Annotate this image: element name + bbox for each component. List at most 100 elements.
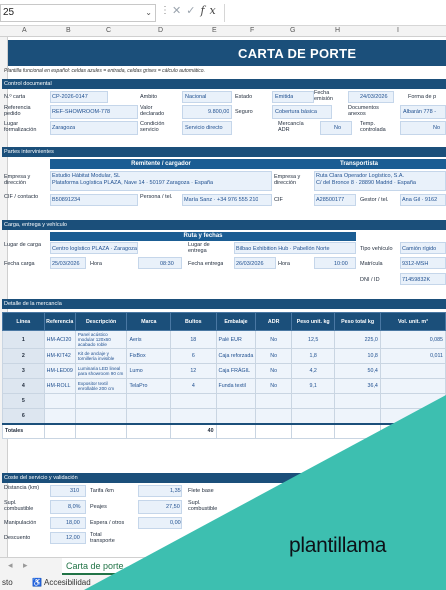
cell-ref[interactable] bbox=[43, 408, 76, 425]
field-dni[interactable]: 71459832K bbox=[402, 277, 431, 283]
cell-adr[interactable]: No bbox=[255, 348, 292, 365]
sheet-tab[interactable]: Carta de porte bbox=[62, 558, 148, 575]
field-supl-comb[interactable]: 8,0% bbox=[68, 504, 81, 510]
cell-desc[interactable]: Luminaria LED lineal para showroom 90 cm bbox=[74, 363, 128, 380]
cell-bultos[interactable]: 12 bbox=[170, 363, 217, 380]
field-seguro[interactable]: Cobertura básica bbox=[275, 109, 317, 115]
field-matricula[interactable]: 9312-MSH bbox=[402, 261, 429, 267]
field-condicion[interactable]: Servicio directo bbox=[185, 125, 223, 131]
field-adr[interactable]: No bbox=[334, 125, 342, 131]
field-cif[interactable]: B50891234 bbox=[52, 197, 81, 203]
cell-adr[interactable] bbox=[255, 393, 292, 410]
field-fecha-carga[interactable]: 25/03/2026 bbox=[52, 261, 80, 267]
field-remitente-dir[interactable]: Plataforma Logística PLAZA, Nave 14 · 50… bbox=[52, 180, 214, 186]
field-hora-entrega[interactable]: 10:00 bbox=[334, 261, 348, 267]
field-valor-declarado[interactable]: 9.800,00 bbox=[208, 109, 230, 115]
th-descripcion[interactable]: Descripción bbox=[74, 312, 128, 331]
cell-marca[interactable]: Lumo bbox=[126, 363, 172, 380]
confirm-icon[interactable]: ✓ bbox=[186, 5, 201, 17]
col-h[interactable]: H bbox=[335, 27, 341, 34]
cell-marca[interactable] bbox=[126, 393, 172, 410]
th-adr[interactable]: ADR bbox=[255, 312, 292, 331]
col-b[interactable]: B bbox=[66, 27, 71, 34]
function-icon[interactable]: fx bbox=[200, 4, 221, 17]
cell-desc[interactable] bbox=[74, 393, 128, 410]
th-vol-unit[interactable]: Vol. unit. m³ bbox=[379, 312, 446, 331]
th-bultos[interactable]: Bultos bbox=[170, 312, 217, 331]
cell-desc[interactable] bbox=[74, 408, 128, 425]
th-marca[interactable]: Marca bbox=[126, 312, 172, 331]
cell-bultos[interactable] bbox=[170, 393, 217, 410]
col-c[interactable]: C bbox=[106, 27, 112, 34]
field-temp[interactable]: No bbox=[433, 125, 441, 131]
cell-peso-unit[interactable] bbox=[290, 408, 336, 425]
th-peso-total[interactable]: Peso total kg bbox=[334, 312, 381, 331]
cell-embalaje[interactable] bbox=[215, 393, 257, 410]
cell-vol-unit[interactable] bbox=[379, 363, 446, 380]
field-tipo-vehiculo[interactable]: Camión rígido bbox=[402, 246, 437, 252]
cell-ref[interactable]: HM-ROLL bbox=[43, 378, 76, 395]
field-peajes[interactable]: 27,50 bbox=[166, 504, 180, 510]
th-linea[interactable]: Línea bbox=[2, 312, 45, 331]
col-i[interactable]: I bbox=[397, 27, 399, 34]
field-lugar-form[interactable]: Zaragoza bbox=[52, 125, 76, 131]
chevron-down-icon[interactable]: ⌄ bbox=[145, 8, 152, 17]
field-persona[interactable]: María Sanz · +34 976 555 210 bbox=[184, 197, 259, 203]
cell-embalaje[interactable]: Palé EUR bbox=[215, 329, 257, 350]
field-ref-pedido[interactable]: REF-SHOWROOM-778 bbox=[52, 109, 111, 115]
field-fecha-emision[interactable]: 24/03/2026 bbox=[360, 94, 388, 100]
field-estado[interactable]: Emitida bbox=[275, 94, 294, 100]
field-fecha-entrega[interactable]: 26/03/2026 bbox=[236, 261, 264, 267]
cell-marca[interactable] bbox=[126, 408, 172, 425]
cell-vol-unit[interactable]: 0,085 bbox=[379, 329, 446, 350]
cell-bultos[interactable] bbox=[170, 408, 217, 425]
cell-marca[interactable]: Aeris bbox=[126, 329, 172, 350]
field-distancia[interactable]: 310 bbox=[70, 488, 80, 494]
cell-ref[interactable] bbox=[43, 393, 76, 410]
cell-vol-unit[interactable] bbox=[379, 408, 446, 425]
field-transp-dir[interactable]: C/ del Bronce 8 · 28890 Madrid · España bbox=[316, 180, 416, 186]
cell-ref[interactable]: HM-KIT42 bbox=[43, 348, 76, 365]
cell-desc[interactable]: Expositor textil enrollable 200 cm bbox=[74, 378, 128, 395]
worksheet[interactable]: CARTA DE PORTE Plantilla funcional en es… bbox=[2, 37, 446, 557]
cell-bultos[interactable]: 18 bbox=[170, 329, 217, 350]
col-f[interactable]: F bbox=[250, 27, 255, 34]
field-n-carta[interactable]: CP-2026-0147 bbox=[52, 94, 88, 100]
cell-adr[interactable]: No bbox=[255, 378, 292, 395]
field-lugar-carga[interactable]: Centro logístico PLAZA · Zaragoza bbox=[52, 246, 137, 252]
cell-peso-unit[interactable]: 12,5 bbox=[290, 329, 336, 350]
more-icon[interactable]: ⋮ bbox=[160, 5, 170, 16]
cell-embalaje[interactable]: Caja FRÁGIL bbox=[215, 363, 257, 380]
cell-adr[interactable]: No bbox=[255, 363, 292, 380]
formula-input[interactable] bbox=[224, 4, 446, 22]
cell-peso-unit[interactable] bbox=[290, 393, 336, 410]
cell-vol-unit[interactable]: 0,011 bbox=[379, 348, 446, 365]
field-lugar-entrega[interactable]: Bilbao Exhibition Hub · Pabellón Norte bbox=[236, 246, 330, 252]
accessibility-label[interactable]: Accesibilidad bbox=[44, 578, 91, 587]
field-doc-anexos[interactable]: Albarán 778 - bbox=[403, 109, 437, 115]
cell-embalaje[interactable]: Funda textil bbox=[215, 378, 257, 395]
cell-vol-unit[interactable] bbox=[379, 393, 446, 410]
field-cif2[interactable]: A28500177 bbox=[316, 197, 345, 203]
cell-bultos[interactable]: 4 bbox=[170, 378, 217, 395]
cell-marca[interactable]: FixBox bbox=[126, 348, 172, 365]
cell-peso-unit[interactable]: 1,8 bbox=[290, 348, 336, 365]
accessibility-icon[interactable]: ♿ bbox=[32, 578, 42, 587]
field-remitente-empresa[interactable]: Estudio Hábitat Modular, SL bbox=[52, 173, 121, 179]
name-box[interactable]: 25 ⌄ bbox=[0, 4, 156, 22]
col-a[interactable]: A bbox=[22, 27, 27, 34]
th-referencia[interactable]: Referencia bbox=[43, 312, 76, 331]
cell-peso-unit[interactable]: 9,1 bbox=[290, 378, 336, 395]
th-embalaje[interactable]: Embalaje bbox=[215, 312, 257, 331]
field-hora-carga[interactable]: 08:30 bbox=[160, 261, 174, 267]
field-manipulacion[interactable]: 18,00 bbox=[66, 520, 80, 526]
cell-embalaje[interactable] bbox=[215, 408, 257, 425]
th-peso-unit[interactable]: Peso unit. kg bbox=[290, 312, 336, 331]
sheet-nav-icon[interactable]: ◂ ▸ bbox=[8, 560, 32, 570]
cell-ref[interactable]: HM-ACI20 bbox=[43, 329, 76, 350]
cancel-icon[interactable]: ✕ bbox=[172, 5, 187, 17]
col-e[interactable]: E bbox=[212, 27, 217, 34]
cell-adr[interactable] bbox=[255, 408, 292, 425]
cell-embalaje[interactable]: Caja reforzada bbox=[215, 348, 257, 365]
cell-peso-unit[interactable]: 4,2 bbox=[290, 363, 336, 380]
